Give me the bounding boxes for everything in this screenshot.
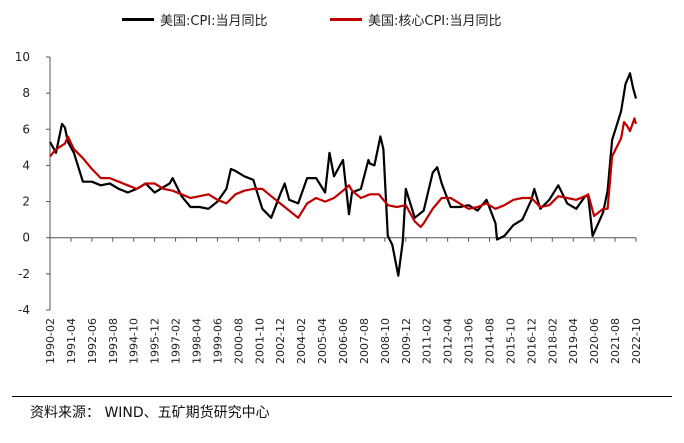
y-tick-label: -4 — [18, 303, 30, 317]
legend-label-cpi: 美国:CPI:当月同比 — [160, 14, 268, 29]
y-tick-label: 8 — [22, 86, 30, 100]
x-tick-label: 2006-06 — [337, 318, 350, 364]
x-tick-label: 1995-12 — [149, 318, 162, 364]
x-tick-label: 2009-12 — [400, 318, 413, 364]
series-line-core-cpi — [49, 117, 638, 228]
legend-label-core-cpi: 美国:核心CPI:当月同比 — [368, 14, 502, 29]
x-tick-label: 2016-12 — [525, 318, 538, 364]
x-tick-label: 2019-04 — [567, 318, 580, 364]
legend-item-cpi: 美国:CPI:当月同比 — [122, 10, 268, 29]
x-tick-label: 1990-02 — [44, 318, 57, 364]
y-tick-label: 6 — [22, 122, 30, 136]
legend-item-core-cpi: 美国:核心CPI:当月同比 — [330, 10, 502, 29]
x-tick-label: 2018-02 — [546, 318, 559, 364]
legend: 美国:CPI:当月同比 美国:核心CPI:当月同比 — [0, 10, 684, 32]
x-tick-label: 1997-02 — [170, 318, 183, 364]
x-tick-label: 1992-06 — [86, 318, 99, 364]
x-tick-label: 2015-10 — [504, 318, 517, 364]
x-tick-label: 1994-10 — [128, 318, 141, 364]
x-tick-label: 1991-04 — [65, 318, 78, 364]
legend-swatch-core-cpi — [330, 18, 362, 21]
x-tick-label: 2007-08 — [358, 318, 371, 364]
y-tick-label: 10 — [15, 50, 30, 64]
y-tick-label: 0 — [22, 231, 30, 245]
legend-swatch-cpi — [122, 18, 154, 21]
x-tick-label: 2020-06 — [588, 318, 601, 364]
x-tick-label: 2000-08 — [232, 318, 245, 364]
x-tick-label: 2021-08 — [609, 318, 622, 364]
line-chart: 10 8 6 4 2 0 -2 -4 1990-02 1991-04 1992-06 1993-08 1… — [15, 50, 643, 364]
x-tick-label: 2008-10 — [379, 318, 392, 364]
source-divider — [12, 396, 672, 397]
series-line-cpi — [49, 72, 638, 277]
x-tick-label: 2013-06 — [463, 318, 476, 364]
y-tick-label: 2 — [22, 195, 30, 209]
x-tick-label: 2001-10 — [253, 318, 266, 364]
x-tick-label: 1999-06 — [211, 318, 224, 364]
x-tick-label: 2004-02 — [295, 318, 308, 364]
x-tick-label: 2011-02 — [421, 318, 434, 364]
x-tick-label: 2012-04 — [442, 318, 455, 364]
x-tick-label: 1993-08 — [107, 318, 120, 364]
x-tick-label: 2002-12 — [274, 318, 287, 364]
source-note: 资料来源： WIND、五矿期货研究中心 — [30, 405, 270, 421]
y-tick-label: -2 — [18, 267, 30, 281]
x-tick-label: 2005-04 — [316, 318, 329, 364]
x-tick-label: 2014-08 — [484, 318, 497, 364]
x-tick-label: 1998-04 — [191, 318, 204, 364]
x-tick-label: 2022-10 — [630, 318, 643, 364]
y-tick-label: 4 — [22, 158, 30, 172]
